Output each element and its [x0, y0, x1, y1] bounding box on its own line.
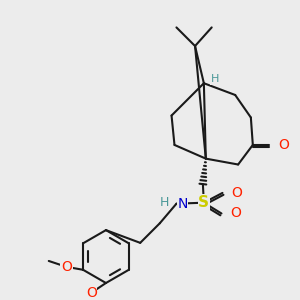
Text: N: N	[177, 197, 188, 211]
Text: S: S	[198, 195, 209, 210]
Text: O: O	[231, 186, 242, 200]
Text: H: H	[211, 74, 219, 84]
Text: O: O	[230, 206, 241, 220]
Text: O: O	[278, 138, 289, 152]
Text: O: O	[61, 260, 72, 274]
Text: O: O	[86, 286, 97, 300]
Text: H: H	[160, 196, 170, 209]
